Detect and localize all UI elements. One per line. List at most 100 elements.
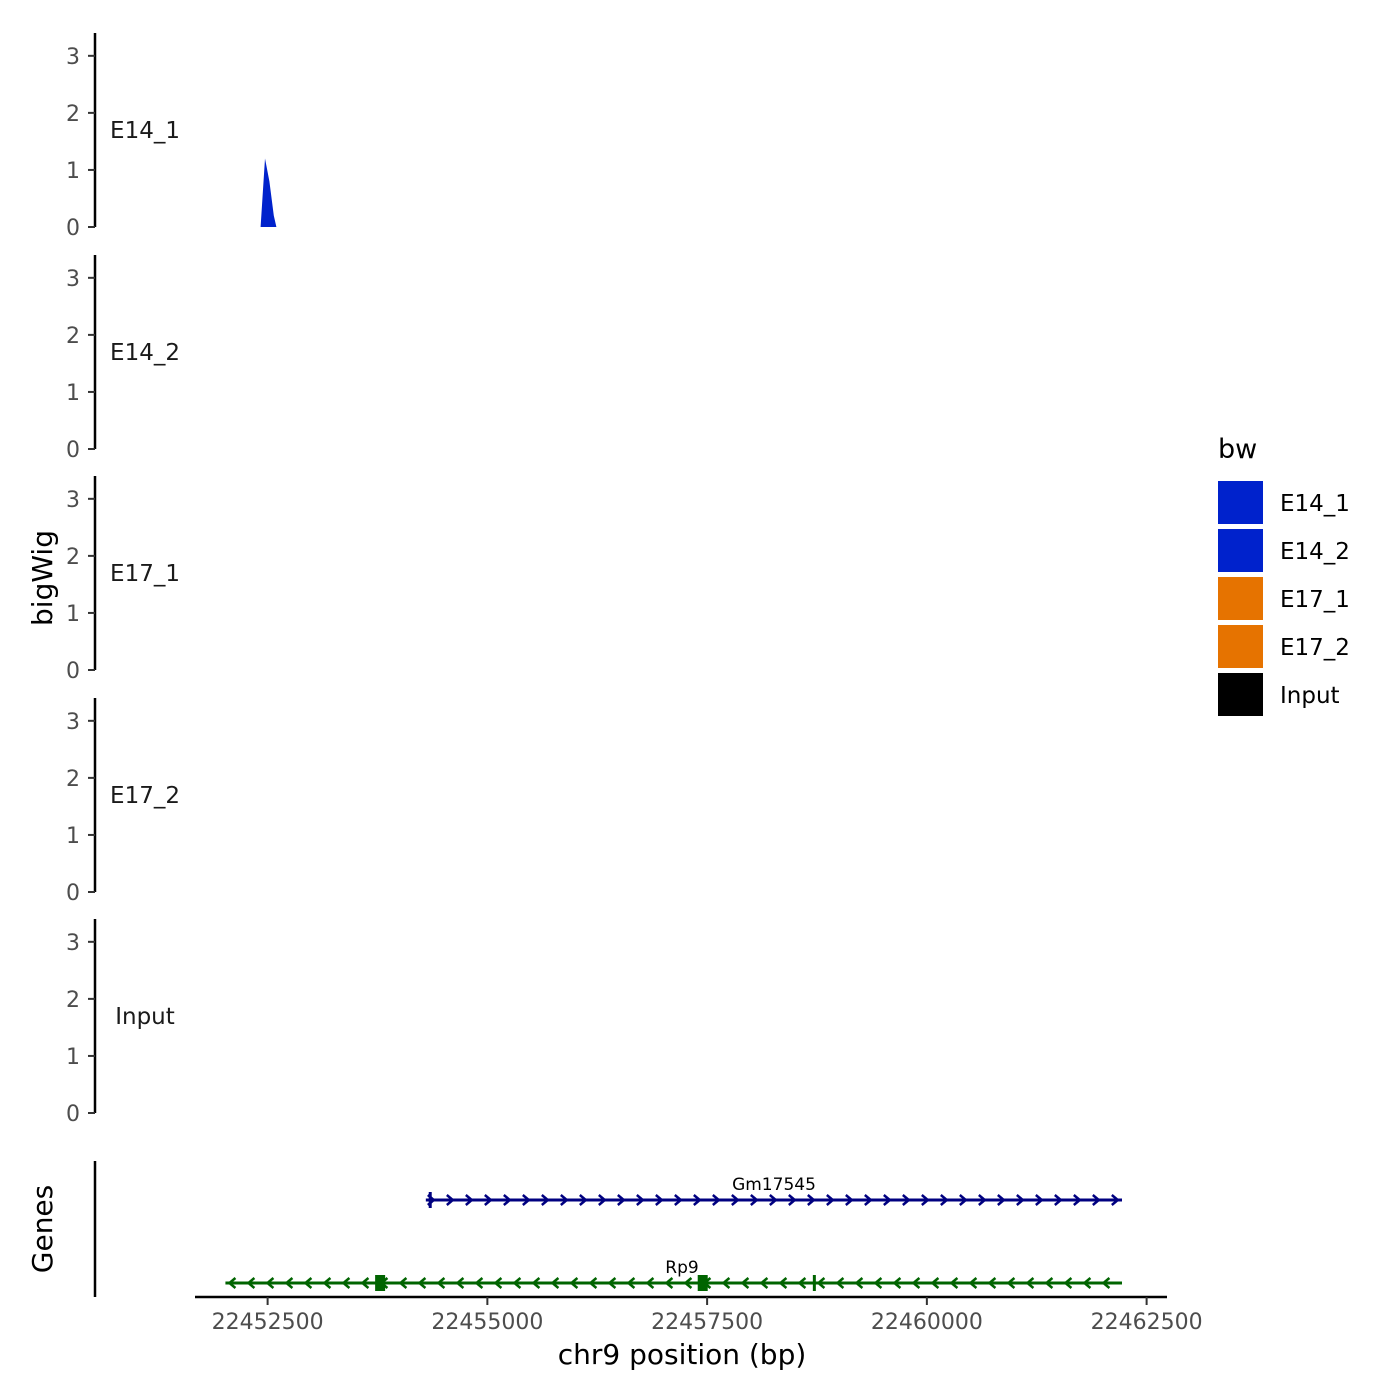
legend-label: Input bbox=[1280, 683, 1340, 709]
gene-Gm17545: Gm17545 bbox=[425, 1175, 1122, 1208]
strand-arrow bbox=[626, 1277, 636, 1289]
y-tick-label: 0 bbox=[66, 438, 80, 463]
track-E14_1: 0 1 2 3 E14_1 bbox=[66, 33, 1098, 241]
track-label: E14_1 bbox=[110, 118, 180, 144]
strand-arrow bbox=[1111, 1194, 1120, 1206]
strand-arrow bbox=[284, 1277, 294, 1289]
strand-arrow bbox=[474, 1277, 484, 1289]
strand-arrow bbox=[978, 1194, 987, 1206]
legend-item-E17_1: E17_1 bbox=[1218, 577, 1350, 620]
strand-arrow bbox=[778, 1277, 788, 1289]
y-tick-label: 1 bbox=[66, 159, 80, 184]
y-tick-label: 2 bbox=[66, 988, 80, 1013]
strand-arrow bbox=[531, 1277, 541, 1289]
strand-arrow bbox=[892, 1277, 902, 1289]
strand-arrow bbox=[1092, 1194, 1101, 1206]
strand-arrow bbox=[721, 1277, 731, 1289]
strand-arrow bbox=[968, 1277, 978, 1289]
strand-arrow bbox=[883, 1194, 892, 1206]
legend-swatch bbox=[1218, 625, 1263, 668]
y-tick-label: 3 bbox=[66, 45, 80, 70]
strand-arrow bbox=[854, 1277, 864, 1289]
legend-item-E14_1: E14_1 bbox=[1218, 481, 1350, 524]
strand-arrow bbox=[769, 1194, 778, 1206]
track-E17_1: 0 1 2 3 E17_1 bbox=[66, 476, 180, 684]
strand-arrow bbox=[759, 1277, 769, 1289]
legend-label: E14_2 bbox=[1280, 539, 1350, 565]
strand-arrow bbox=[693, 1194, 702, 1206]
strand-arrow bbox=[455, 1277, 465, 1289]
strand-arrow bbox=[436, 1277, 446, 1289]
strand-arrow bbox=[731, 1194, 740, 1206]
x-tick-label: 22462500 bbox=[1091, 1310, 1203, 1335]
exon bbox=[697, 1275, 708, 1291]
gene-label: Gm17545 bbox=[732, 1175, 816, 1195]
strand-arrow bbox=[1082, 1277, 1092, 1289]
strand-arrow bbox=[788, 1194, 797, 1206]
x-tick-label: 22457500 bbox=[651, 1310, 763, 1335]
strand-arrow bbox=[341, 1277, 351, 1289]
strand-arrow bbox=[1006, 1277, 1016, 1289]
strand-arrow bbox=[503, 1194, 512, 1206]
strand-arrow bbox=[1035, 1194, 1044, 1206]
strand-arrow bbox=[246, 1277, 256, 1289]
strand-arrow bbox=[522, 1194, 531, 1206]
strand-arrow bbox=[1016, 1194, 1025, 1206]
y-tick-label: 0 bbox=[66, 881, 80, 906]
strand-arrow bbox=[1101, 1277, 1111, 1289]
strand-arrow bbox=[550, 1277, 560, 1289]
legend: bw E14_1 E14_2 E17_1 E17_2 Input bbox=[1218, 434, 1350, 716]
y-tick-label: 2 bbox=[66, 767, 80, 792]
track-label: E17_1 bbox=[110, 561, 180, 587]
gene-track: Gm17545 Rp9 bbox=[93, 1161, 1122, 1297]
strand-arrow bbox=[750, 1194, 759, 1206]
track-label: E17_2 bbox=[110, 783, 180, 809]
track-E17_2: 0 1 2 3 E17_2 bbox=[66, 698, 180, 906]
strand-arrow bbox=[541, 1194, 550, 1206]
strand-arrow bbox=[712, 1194, 721, 1206]
legend-swatch bbox=[1218, 577, 1263, 620]
strand-arrow bbox=[617, 1194, 626, 1206]
strand-arrow bbox=[360, 1277, 370, 1289]
strand-arrow bbox=[807, 1194, 816, 1206]
strand-arrow bbox=[569, 1277, 579, 1289]
strand-arrow bbox=[598, 1194, 607, 1206]
strand-arrow bbox=[1025, 1277, 1035, 1289]
y-tick-label: 2 bbox=[66, 102, 80, 127]
strand-arrow bbox=[398, 1277, 408, 1289]
y-tick-label: 1 bbox=[66, 602, 80, 627]
strand-arrow bbox=[1073, 1194, 1082, 1206]
strand-arrow bbox=[655, 1194, 664, 1206]
legend-item-E14_2: E14_2 bbox=[1218, 529, 1350, 572]
strand-arrow bbox=[987, 1277, 997, 1289]
strand-arrow bbox=[579, 1194, 588, 1206]
strand-arrow bbox=[512, 1277, 522, 1289]
legend-item-E17_2: E17_2 bbox=[1218, 625, 1350, 668]
y-tick-label: 1 bbox=[66, 1045, 80, 1070]
genes-axis-title: Genes bbox=[26, 1185, 59, 1273]
strand-arrow bbox=[1063, 1277, 1073, 1289]
strand-arrow bbox=[645, 1277, 655, 1289]
strand-arrow bbox=[636, 1194, 645, 1206]
x-axis: 22452500 22455000 22457500 22460000 22462500 bbox=[195, 1295, 1203, 1335]
x-axis-title: chr9 position (bp) bbox=[558, 1338, 807, 1371]
y-tick-label: 0 bbox=[66, 1102, 80, 1127]
strand-arrow bbox=[674, 1194, 683, 1206]
y-tick-label: 3 bbox=[66, 931, 80, 956]
strand-arrow bbox=[588, 1277, 598, 1289]
strand-arrow bbox=[940, 1194, 949, 1206]
track-E14_2: 0 1 2 3 E14_2 bbox=[66, 255, 180, 463]
y-tick-label: 1 bbox=[66, 381, 80, 406]
legend-label: E14_1 bbox=[1280, 491, 1350, 517]
strand-arrow bbox=[446, 1194, 455, 1206]
strand-arrow bbox=[265, 1277, 275, 1289]
gene-label: Rp9 bbox=[665, 1258, 698, 1278]
strand-arrow bbox=[921, 1194, 930, 1206]
strand-arrow bbox=[683, 1277, 693, 1289]
track-Input: 0 1 2 3 Input bbox=[66, 919, 175, 1127]
strand-arrow bbox=[873, 1277, 883, 1289]
exon bbox=[375, 1275, 386, 1291]
track-label: E14_2 bbox=[110, 340, 180, 366]
strand-arrow bbox=[911, 1277, 921, 1289]
